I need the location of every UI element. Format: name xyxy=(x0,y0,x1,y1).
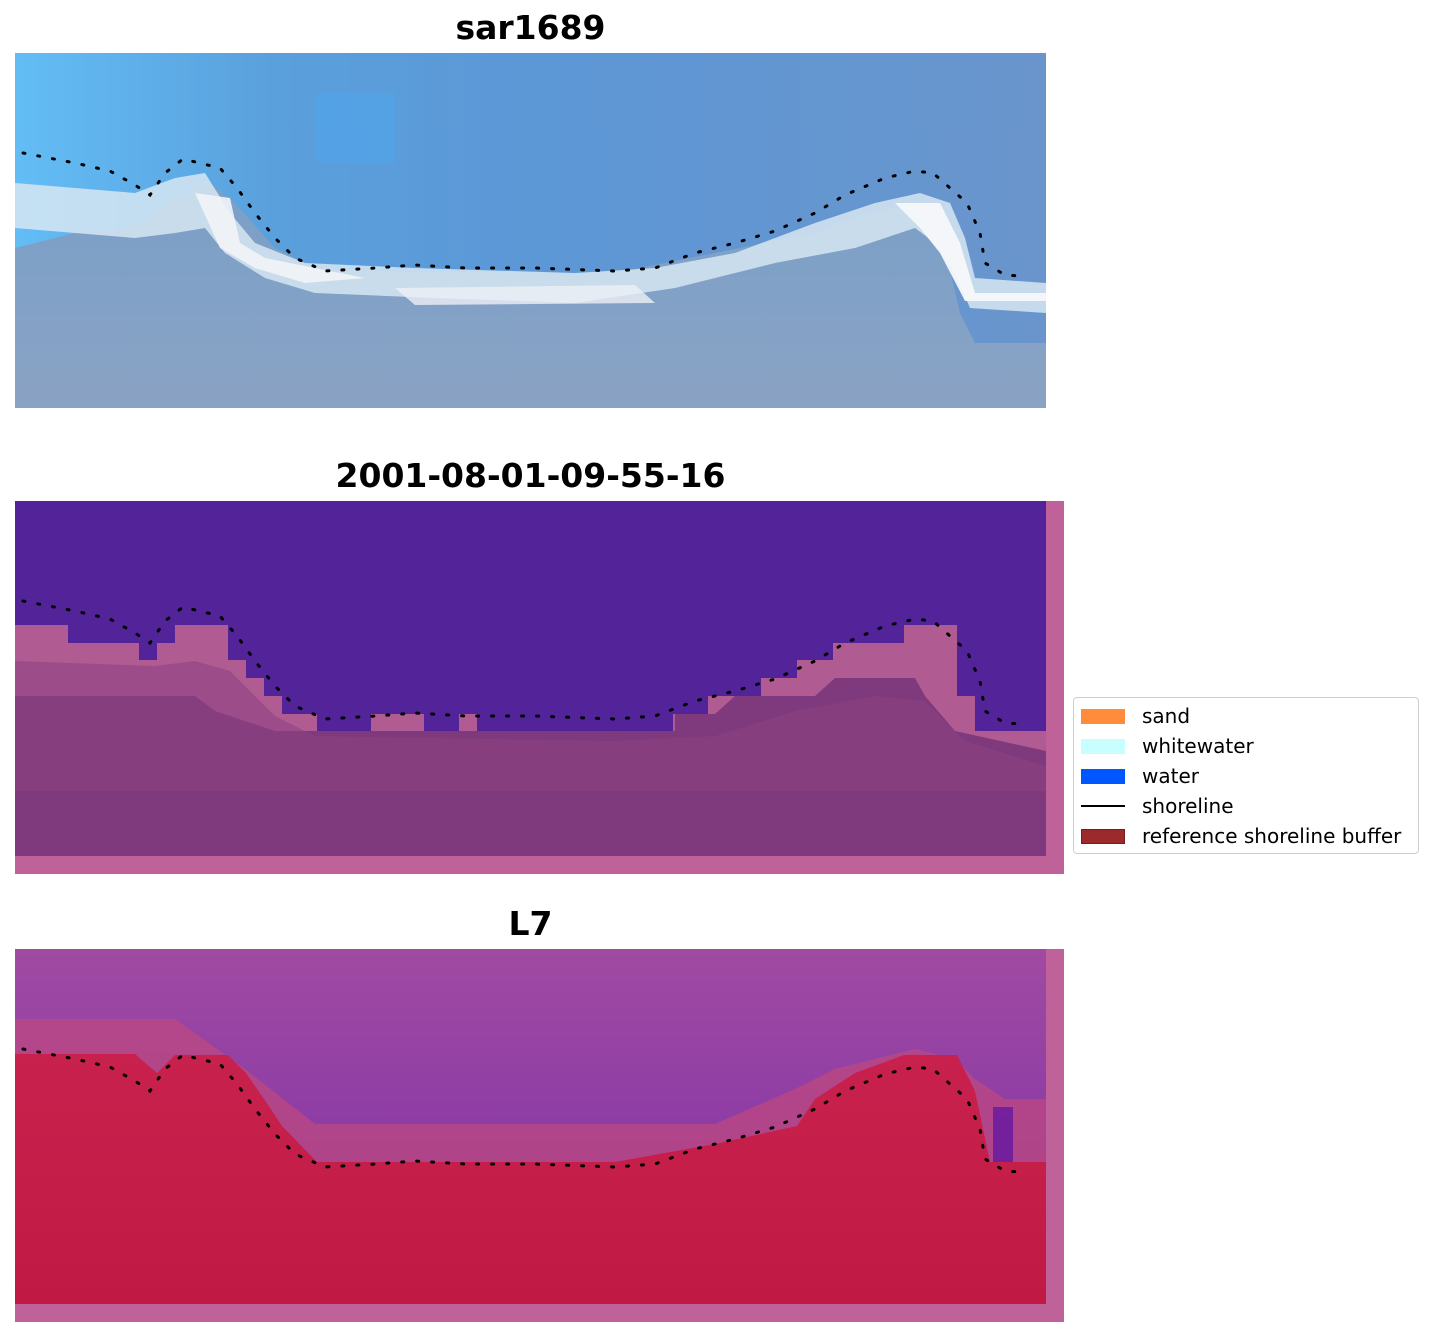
rgb-image-svg xyxy=(15,53,1046,408)
legend-label-reference-buffer: reference shoreline buffer xyxy=(1142,824,1402,848)
panel-title-rgb: sar1689 xyxy=(455,8,606,47)
legend-swatch-sand xyxy=(1081,708,1125,724)
legend-swatch-whitewater xyxy=(1081,738,1125,754)
panel-title-classified: 2001-08-01-09-55-16 xyxy=(335,456,726,495)
legend-label-water: water xyxy=(1142,764,1199,788)
rgb-satellite-image xyxy=(15,53,1046,408)
index-image xyxy=(15,949,1064,1322)
legend-label-sand: sand xyxy=(1142,704,1191,728)
legend-label-shoreline: shoreline xyxy=(1142,794,1234,818)
legend-line-shoreline xyxy=(1081,805,1125,807)
legend-item-shoreline: shoreline xyxy=(1081,793,1234,819)
legend: sand whitewater water shoreline referenc… xyxy=(1073,697,1419,854)
classified-image xyxy=(15,501,1064,874)
legend-item-sand: sand xyxy=(1081,703,1190,729)
legend-item-reference-buffer: reference shoreline buffer xyxy=(1081,823,1401,849)
classified-image-svg xyxy=(15,501,1064,874)
panel-title-index: L7 xyxy=(508,904,553,943)
index-image-svg xyxy=(15,949,1064,1322)
legend-swatch-reference-buffer xyxy=(1081,828,1125,844)
legend-label-whitewater: whitewater xyxy=(1142,734,1254,758)
legend-swatch-water xyxy=(1081,768,1125,784)
legend-item-whitewater: whitewater xyxy=(1081,733,1254,759)
legend-item-water: water xyxy=(1081,763,1199,789)
